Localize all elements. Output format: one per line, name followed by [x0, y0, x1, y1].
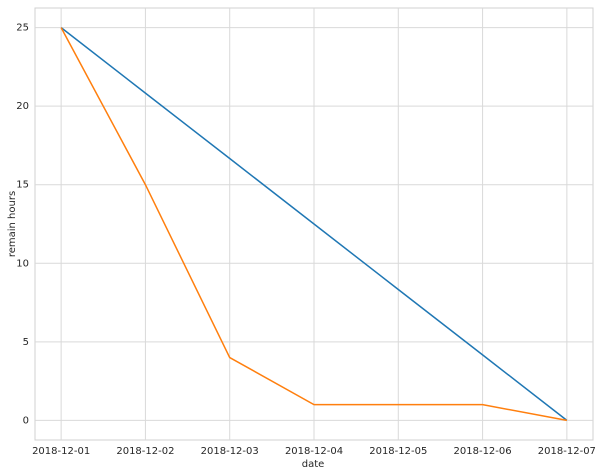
x-tick-label: 2018-12-04 — [285, 446, 343, 457]
series-line — [60, 27, 568, 421]
y-tick-label: 15 — [16, 180, 29, 191]
y-tick-label: 5 — [23, 337, 29, 348]
x-axis-label: date — [302, 459, 325, 470]
y-tick-label: 25 — [16, 23, 29, 34]
x-tick-label: 2018-12-06 — [454, 446, 512, 457]
series-line — [60, 27, 568, 422]
y-tick-label: 10 — [16, 258, 29, 269]
y-tick-label: 0 — [23, 415, 29, 426]
x-tick-label: 2018-12-03 — [201, 446, 259, 457]
x-tick-label: 2018-12-07 — [538, 446, 596, 457]
x-tick-label: 2018-12-01 — [32, 446, 90, 457]
x-tick-label: 2018-12-05 — [369, 446, 427, 457]
y-tick-label: 20 — [16, 101, 29, 112]
x-tick-label: 2018-12-02 — [116, 446, 174, 457]
y-axis-label: remain hours — [7, 191, 18, 257]
